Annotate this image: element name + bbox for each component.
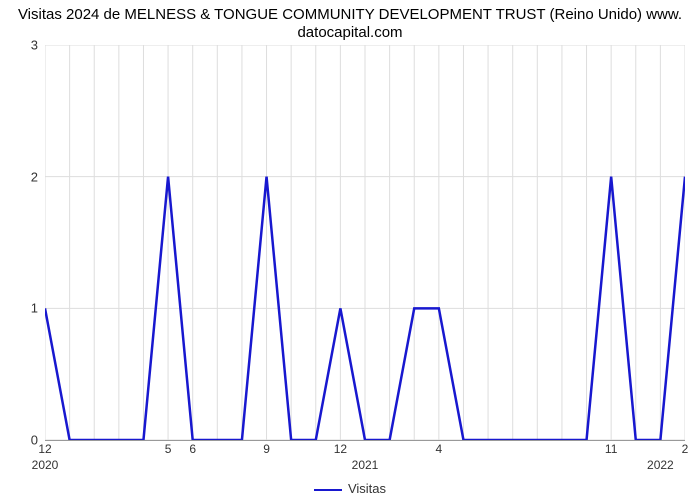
y-tick-label: 3: [8, 38, 38, 53]
plot-area: [45, 45, 685, 441]
x-tick-label: 9: [263, 442, 270, 456]
legend-swatch: [314, 489, 342, 491]
x-tick-label: 12: [38, 442, 51, 456]
y-tick-label: 1: [8, 301, 38, 316]
visits-line-chart: Visitas 2024 de MELNESS & TONGUE COMMUNI…: [0, 0, 700, 500]
y-tick-label: 0: [8, 433, 38, 448]
chart-title: Visitas 2024 de MELNESS & TONGUE COMMUNI…: [0, 6, 700, 42]
legend: Visitas: [0, 481, 700, 496]
y-tick-label: 2: [8, 169, 38, 184]
x-tick-label: 12: [334, 442, 347, 456]
legend-label: Visitas: [348, 481, 386, 496]
x-year-label: 2020: [32, 458, 59, 472]
chart-title-line2: datocapital.com: [297, 24, 402, 41]
x-tick-label: 2: [682, 442, 689, 456]
chart-title-line1: Visitas 2024 de MELNESS & TONGUE COMMUNI…: [18, 6, 682, 23]
x-tick-label: 11: [605, 442, 617, 456]
x-tick-label: 6: [189, 442, 196, 456]
x-year-label: 2021: [352, 458, 379, 472]
x-year-label: 2022: [647, 458, 674, 472]
x-tick-label: 5: [165, 442, 172, 456]
plot-svg: [45, 45, 685, 440]
x-tick-label: 4: [436, 442, 443, 456]
